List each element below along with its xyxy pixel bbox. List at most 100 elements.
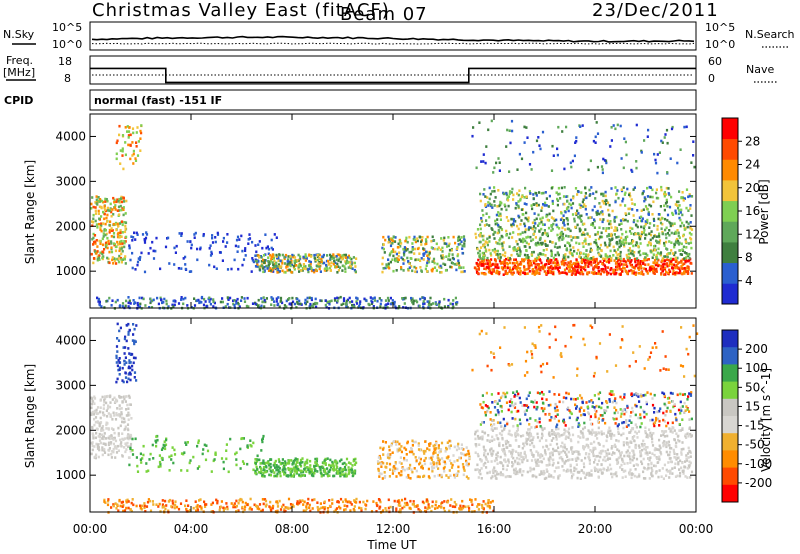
velocity-cell <box>635 463 638 466</box>
velocity-cell <box>183 451 186 454</box>
power-cell <box>281 269 284 273</box>
power-cell <box>97 209 100 213</box>
power-cell <box>646 186 649 190</box>
power-cell <box>338 266 342 269</box>
power-cell <box>354 270 357 273</box>
power-cell <box>512 198 515 201</box>
power-cell <box>212 305 215 308</box>
power-cell <box>504 272 507 275</box>
power-cell <box>315 305 318 309</box>
velocity-cell <box>362 500 365 504</box>
power-cell <box>594 233 597 236</box>
velocity-cell <box>133 376 136 379</box>
velocity-cell <box>344 498 347 501</box>
velocity-cell <box>131 437 134 441</box>
power-cell <box>209 244 212 247</box>
power-cell <box>219 300 222 304</box>
power-cell <box>190 246 193 250</box>
power-cell <box>681 213 684 217</box>
power-cell <box>516 168 519 171</box>
power-cell <box>596 165 599 169</box>
velocity-cell <box>116 364 119 368</box>
power-cell <box>403 253 406 257</box>
power-cell <box>275 253 278 257</box>
power-cell <box>438 302 441 305</box>
power-cell <box>128 126 131 129</box>
velocity-cell <box>486 471 489 475</box>
power-cell <box>408 250 411 254</box>
power-cell <box>531 268 534 271</box>
power-cell <box>110 246 113 249</box>
power-cell <box>630 259 633 262</box>
power-cell <box>555 266 558 269</box>
power-cell <box>461 247 464 250</box>
power-cell <box>595 121 598 124</box>
colorbar-tick-label: 4 <box>745 274 753 288</box>
power-cell <box>425 250 428 254</box>
power-cell <box>496 253 499 256</box>
velocity-cell <box>424 440 427 443</box>
velocity-cell <box>370 510 374 513</box>
power-cell <box>256 263 259 266</box>
power-cell <box>336 262 339 266</box>
velocity-cell <box>462 467 466 471</box>
power-cell <box>661 259 664 262</box>
velocity-cell <box>116 322 119 326</box>
colorbar-swatch <box>722 118 738 140</box>
power-cell <box>121 245 124 249</box>
power-cell <box>482 238 485 242</box>
power-cell <box>631 271 634 275</box>
power-cell <box>593 241 596 244</box>
power-cell <box>102 222 105 225</box>
power-cell <box>251 259 254 262</box>
velocity-cell <box>111 398 114 401</box>
power-cell <box>556 225 559 229</box>
velocity-cell <box>487 501 490 505</box>
power-cell <box>526 256 529 259</box>
velocity-cell <box>106 415 109 418</box>
power-cell <box>128 244 131 247</box>
velocity-cell <box>241 505 244 509</box>
power-cell <box>544 239 547 243</box>
power-cell <box>591 271 594 274</box>
power-cell <box>655 191 658 195</box>
power-cell <box>184 255 187 259</box>
velocity-cell <box>405 475 408 479</box>
power-cell <box>540 266 543 269</box>
velocity-cell <box>102 442 105 445</box>
power-cell <box>152 298 155 302</box>
power-cell <box>440 254 443 258</box>
power-cell <box>557 253 560 257</box>
power-cell <box>321 255 324 258</box>
power-cell <box>236 235 240 239</box>
velocity-cell <box>124 346 127 349</box>
power-cell <box>685 188 689 191</box>
power-cell <box>666 253 669 256</box>
freq-axis-bottom: 8 <box>64 72 71 85</box>
power-cell <box>127 296 130 299</box>
power-cell <box>676 229 679 232</box>
velocity-cell <box>384 465 387 469</box>
power-cell <box>401 297 404 300</box>
power-cell <box>607 234 610 238</box>
power-cell <box>561 217 564 220</box>
power-cell <box>297 253 300 257</box>
velocity-cell <box>414 456 417 459</box>
velocity-cell <box>261 498 264 501</box>
velocity-cell <box>124 442 127 445</box>
velocity-cell <box>105 423 108 427</box>
velocity-cell <box>99 410 102 414</box>
power-cell <box>193 304 197 307</box>
colorbar-tick-label: 16 <box>745 204 760 218</box>
power-cell <box>209 302 212 306</box>
power-cell <box>564 228 567 231</box>
power-cell <box>518 246 521 249</box>
power-cell <box>569 235 572 238</box>
velocity-cell <box>344 472 347 475</box>
velocity-cell <box>102 411 105 414</box>
velocity-cell <box>123 446 126 449</box>
power-cell <box>402 269 405 272</box>
power-cell <box>322 253 325 257</box>
power-cell <box>116 240 119 244</box>
power-cell <box>446 245 449 248</box>
